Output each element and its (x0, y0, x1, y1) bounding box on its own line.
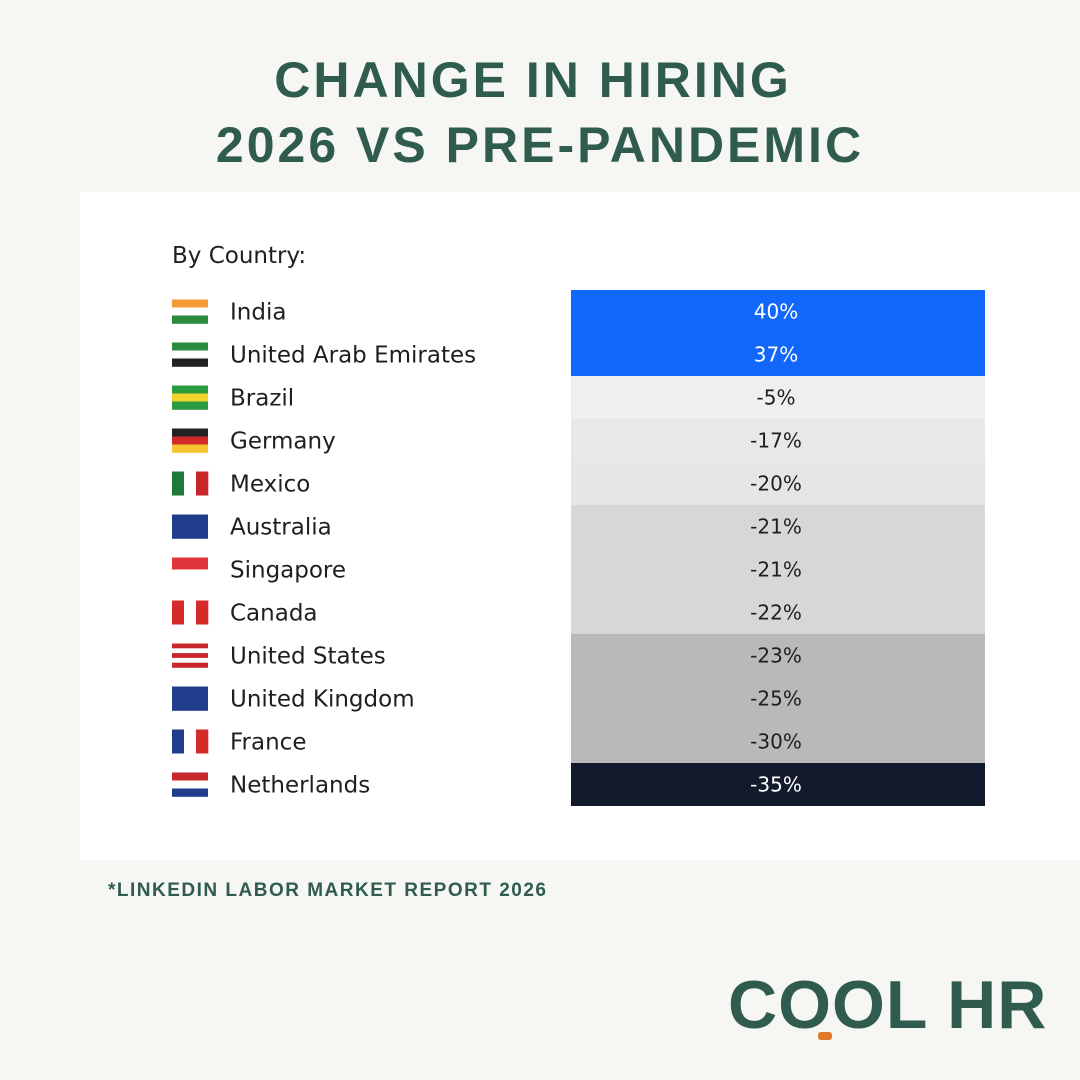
flag-stripe (172, 307, 208, 316)
country: Germany (230, 429, 336, 455)
flag-stripe (184, 471, 197, 496)
logo-accent (818, 1032, 832, 1040)
table: India 40% United Arab Emirates 37% Brazil -5%… (172, 290, 985, 806)
value-cell (571, 634, 985, 677)
value: -22% (750, 601, 802, 625)
flag-stripe (172, 643, 208, 649)
value-cell (571, 505, 985, 548)
value: -30% (750, 730, 802, 754)
country: United States (230, 644, 386, 670)
country: Mexico (230, 472, 310, 498)
caption: By Country: (172, 243, 306, 269)
flag-stripe (172, 662, 208, 668)
flag-stripe (172, 702, 208, 711)
flag-stripe (172, 315, 208, 324)
flag-stripe (172, 648, 208, 654)
value-cell (571, 763, 985, 806)
flag-stripe (172, 350, 208, 359)
value: -17% (750, 429, 802, 453)
flag-stripe (172, 694, 208, 703)
country: India (230, 300, 286, 326)
flag-stripe (196, 729, 209, 754)
country: Brazil (230, 386, 294, 412)
flag-stripe (172, 385, 208, 394)
value: -25% (750, 687, 802, 711)
value-cell (571, 462, 985, 505)
flag-stripe (184, 729, 197, 754)
country: France (230, 730, 306, 756)
value: 40% (754, 300, 798, 324)
flag-stripe (172, 393, 208, 402)
value-cell (571, 677, 985, 720)
value: -23% (750, 644, 802, 668)
country: United Kingdom (230, 687, 415, 713)
country: Australia (230, 515, 332, 541)
value-cell (571, 290, 985, 333)
title: 2026 VS PRE-PANDEMIC (216, 117, 864, 173)
value-cell (571, 376, 985, 419)
flag-stripe (172, 788, 208, 797)
flag-stripe (172, 530, 208, 539)
flag-stripe (172, 444, 208, 453)
value: -21% (750, 515, 802, 539)
flag-stripe (172, 729, 185, 754)
flag-stripe (196, 600, 209, 625)
country: Canada (230, 601, 318, 627)
flag-stripe (184, 600, 197, 625)
country: Netherlands (230, 773, 370, 799)
value-cell (571, 720, 985, 763)
flag-stripe (172, 471, 185, 496)
flag-stripe (172, 657, 208, 663)
flag-stripe (172, 557, 208, 570)
flag-stripe (172, 772, 208, 781)
value-cell (571, 333, 985, 376)
flag-stripe (172, 342, 208, 351)
value-cell (571, 591, 985, 634)
footnote: *LINKEDIN LABOR MARKET REPORT 2026 (108, 880, 548, 901)
country: Singapore (230, 558, 346, 584)
flag-stripe (172, 358, 208, 367)
flag-stripe (196, 471, 209, 496)
flag-stripe (172, 436, 208, 445)
country: United Arab Emirates (230, 343, 476, 369)
flag-stripe (172, 428, 208, 437)
flag-stripe (172, 780, 208, 789)
value: -20% (750, 472, 802, 496)
flag-stripe (172, 401, 208, 410)
flag-stripe (172, 600, 185, 625)
title: CHANGE IN HIRING (274, 52, 791, 108)
value-cell (571, 419, 985, 462)
flag-stripe (172, 686, 208, 695)
flag-stripe (172, 653, 208, 659)
value-cell (571, 548, 985, 591)
value: -35% (750, 773, 802, 797)
value: -5% (757, 386, 796, 410)
value: 37% (754, 343, 798, 367)
flag-stripe (172, 514, 208, 523)
logo: COOL HR (728, 967, 1047, 1043)
flag-stripe (172, 569, 208, 582)
flag-stripe (172, 299, 208, 308)
value: -21% (750, 558, 802, 582)
flag-stripe (172, 522, 208, 531)
